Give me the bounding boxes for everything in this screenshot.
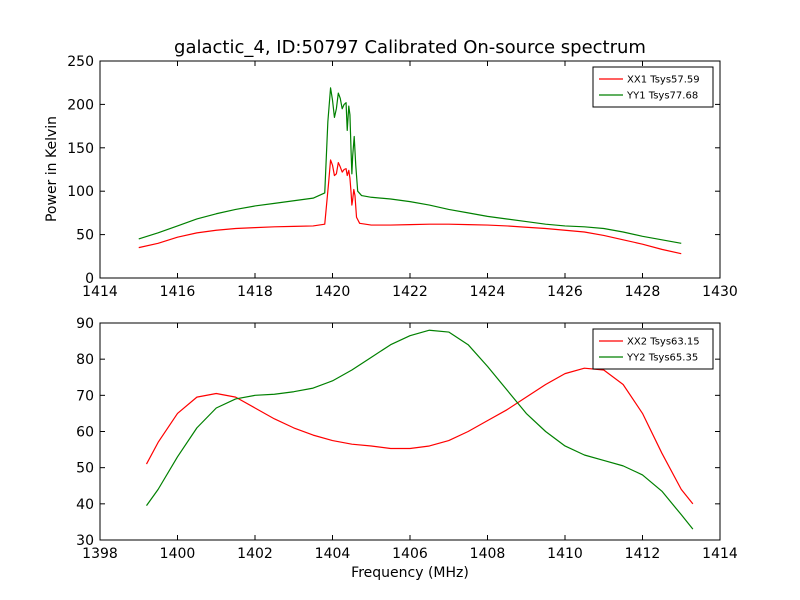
bottom-y-tick-label: 30 xyxy=(76,533,94,549)
top-series-line-1 xyxy=(138,159,682,255)
top-panel: 1414 1416 1418 1420 1422 1424 1426 1428 1430 0 50 1… xyxy=(67,54,738,300)
bottom-x-tick-label: 1414 xyxy=(702,546,738,562)
bottom-x-axis-label: Frequency (MHz) xyxy=(351,565,469,581)
top-series-line-2 xyxy=(138,87,682,244)
bottom-series-line-2 xyxy=(146,329,694,530)
top-y-tick-label: 250 xyxy=(67,54,94,70)
top-y-tick-label: 100 xyxy=(67,184,94,200)
bottom-x-tick-label: 1404 xyxy=(315,546,351,562)
top-x-tick-label: 1416 xyxy=(160,284,196,300)
bottom-legend: XX2 Tsys63.15 YY2 Tsys65.35 xyxy=(592,328,714,370)
bottom-x-tick-label: 1400 xyxy=(160,546,196,562)
bottom-y-tick-label: 70 xyxy=(76,388,94,404)
chart-title: galactic_4, ID:50797 Calibrated On-sourc… xyxy=(174,37,646,58)
bottom-x-tick-label: 1398 xyxy=(82,546,118,562)
top-legend: XX1 Tsys57.59 YY1 Tsys77.68 xyxy=(592,66,714,108)
bottom-y-tick-label: 80 xyxy=(76,352,94,368)
top-legend-label-1: XX1 Tsys57.59 xyxy=(627,75,700,86)
bottom-series-line-1 xyxy=(145,367,694,505)
bottom-y-tick-label: 90 xyxy=(76,316,94,332)
bottom-legend-label-1: XX2 Tsys63.15 xyxy=(627,337,700,348)
top-x-tick-label: 1426 xyxy=(547,284,583,300)
top-x-tick-label: 1424 xyxy=(470,284,506,300)
top-y-axis-label: Power in Kelvin xyxy=(44,116,60,222)
bottom-y-tick-label: 50 xyxy=(76,461,94,477)
top-y-tick-label: 0 xyxy=(85,271,94,287)
bottom-legend-box xyxy=(592,328,714,370)
top-y-tick-label: 50 xyxy=(76,228,94,244)
top-x-tick-label: 1418 xyxy=(237,284,273,300)
top-y-tick-label: 150 xyxy=(67,141,94,157)
top-x-tick-label: 1428 xyxy=(625,284,661,300)
bottom-x-tick-label: 1410 xyxy=(547,546,583,562)
top-legend-box xyxy=(592,66,714,108)
top-x-tick-label: 1414 xyxy=(82,284,118,300)
bottom-x-tick-label: 1406 xyxy=(392,546,428,562)
top-y-tick-label: 200 xyxy=(67,97,94,113)
bottom-y-tick-label: 40 xyxy=(76,497,94,513)
bottom-x-tick-label: 1408 xyxy=(470,546,506,562)
bottom-y-tick-label: 60 xyxy=(76,425,94,441)
bottom-panel: 1398 1400 1402 1404 1406 1408 1410 1412 1414 30 40… xyxy=(76,316,738,562)
top-x-tick-label: 1422 xyxy=(392,284,428,300)
bottom-x-tick-label: 1402 xyxy=(237,546,273,562)
top-x-tick-label: 1420 xyxy=(315,284,351,300)
top-legend-label-2: YY1 Tsys77.68 xyxy=(626,91,698,102)
bottom-legend-label-2: YY2 Tsys65.35 xyxy=(626,353,698,364)
bottom-x-tick-label: 1412 xyxy=(625,546,661,562)
top-x-tick-label: 1430 xyxy=(702,284,738,300)
